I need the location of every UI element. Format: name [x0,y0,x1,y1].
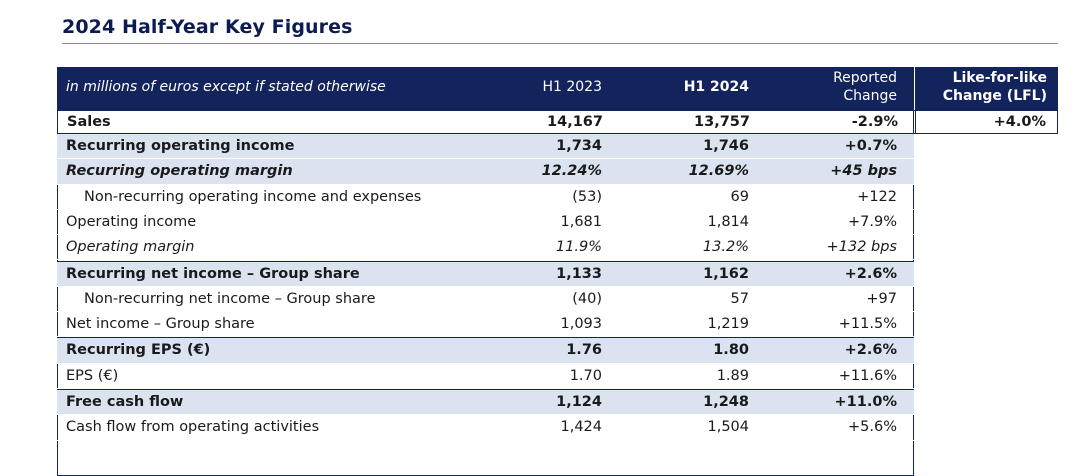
cell-h1-2023: 12.24% [541,163,602,180]
table-row: Operating income 1,681 1,814 +7.9% [57,210,914,236]
cell-h1-2024: 1,504 [707,419,749,436]
cell-h1-2023: (40) [572,290,602,307]
cell-h1-2023: 14,167 [547,114,603,130]
row-label: Non-recurring net income – Group share [84,290,376,307]
header-reported-change-line1: Reported [833,70,897,86]
row-label: Operating income [66,213,197,230]
cell-reported-change: +45 bps [830,163,897,180]
cell-reported-change: +11.5% [838,316,897,333]
cell-reported-change: +122 [857,188,897,205]
header-units-label: in millions of euros except if stated ot… [66,79,386,95]
header-reported-change-line2: Change [843,88,897,104]
page-title: 2024 Half-Year Key Figures [62,16,353,38]
cell-reported-change: -2.9% [851,114,898,130]
cell-h1-2023: 1,133 [556,265,602,282]
cell-h1-2024: 1,219 [707,316,749,333]
header-h1-2023: H1 2023 [542,79,602,95]
table-header: in millions of euros except if stated ot… [57,67,1058,110]
row-label: EPS (€) [66,367,119,384]
header-background [57,67,914,110]
table-row: Cash flow from operating activities 1,42… [57,415,914,441]
cell-lfl-change: +4.0% [915,111,1058,133]
row-label: Recurring operating income [66,138,295,154]
table-row-sales: Sales 14,167 13,757 -2.9% +4.0% [57,110,1058,134]
cell-h1-2023: 1,093 [560,316,602,333]
cell-h1-2024: 13.2% [702,239,749,256]
cell-h1-2024: 1,814 [707,213,749,230]
table-row: EPS (€) 1.70 1.89 +11.6% [57,364,914,389]
cell-reported-change: +0.7% [844,138,897,154]
cell-reported-change: +11.6% [838,367,897,384]
cell-reported-change: +2.6% [844,342,897,359]
cell-h1-2024: 1,248 [703,394,749,410]
row-divider [57,389,914,390]
cell-h1-2024: 13,757 [694,114,750,130]
cell-reported-change: +2.6% [844,265,897,282]
cell-h1-2023: 1,424 [560,419,602,436]
table-row: Recurring operating income 1,734 1,746 +… [57,134,914,160]
cell-reported-change: +11.0% [834,394,897,410]
cell-h1-2023: 1,681 [560,213,602,230]
row-divider [57,337,914,339]
table-row: Recurring net income – Group share 1,133… [57,261,914,287]
table-row: Non-recurring operating income and expen… [57,185,914,210]
title-divider [62,43,1058,44]
cell-h1-2024: 1,162 [703,265,749,282]
cell-h1-2023: 1.70 [569,367,602,384]
cell-reported-change: +132 bps [826,239,897,256]
cell-h1-2024: 12.69% [688,163,749,180]
cell-reported-change: +5.6% [848,419,897,436]
table-row: Recurring EPS (€) 1.76 1.80 +2.6% [57,338,914,364]
cell-h1-2024: 1.89 [716,367,749,384]
row-label: Recurring operating margin [66,163,293,180]
cell-h1-2024: 69 [730,188,749,205]
header-lfl-line1: Like-for-like [952,70,1047,86]
row-label: Free cash flow [66,394,184,410]
table-row: Free cash flow 1,124 1,248 +11.0% [57,390,914,416]
row-label: Recurring net income – Group share [66,265,360,282]
header-lfl-change: Like-for-like Change (LFL) [914,69,1047,105]
row-label: Net income – Group share [66,316,255,333]
row-divider [57,260,914,262]
table-row: Operating margin 11.9% 13.2% +132 bps [57,235,914,261]
row-label: Sales [67,114,111,130]
cell-h1-2023: (53) [572,188,602,205]
table-row: Net income – Group share 1,093 1,219 +11… [57,312,914,338]
row-label: Operating margin [66,239,195,256]
cell-h1-2024: 57 [730,290,749,307]
cell-h1-2023: 11.9% [555,239,602,256]
table-row: Recurring operating margin 12.24% 12.69%… [57,159,914,185]
cell-lfl-change-value: +4.0% [993,114,1046,130]
header-reported-change: Reported Change [797,69,897,105]
cell-h1-2023: 1.76 [566,342,602,359]
row-label: Non-recurring operating income and expen… [84,188,422,205]
row-label: Recurring EPS (€) [66,342,211,359]
header-lfl-line2: Change (LFL) [942,88,1047,104]
cell-h1-2024: 1,746 [703,138,749,154]
cell-h1-2023: 1,124 [556,394,602,410]
cell-h1-2024: 1.80 [713,342,749,359]
cell-reported-change: +97 [866,290,897,307]
table-row: Non-recurring net income – Group share (… [57,287,914,313]
row-label: Cash flow from operating activities [66,419,320,436]
cell-h1-2023: 1,734 [556,138,602,154]
header-h1-2024: H1 2024 [683,79,749,95]
cell-reported-change: +7.9% [848,213,897,230]
header-lfl-background [914,67,1058,110]
